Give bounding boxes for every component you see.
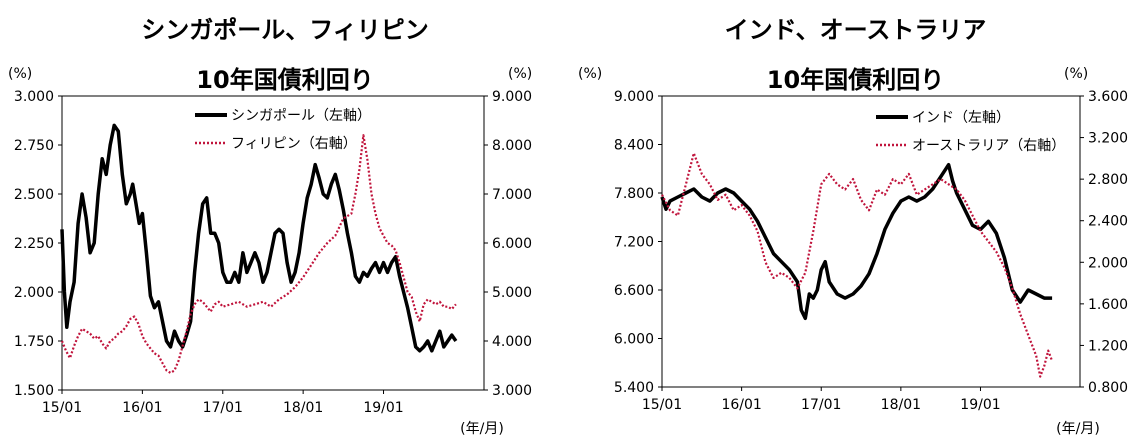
y-right-tick-label: 6.000 xyxy=(492,236,532,252)
x-tick-label: 15/01 xyxy=(42,400,82,416)
y-left-tick-label: 7.200 xyxy=(614,235,654,251)
series-line-left-axis xyxy=(60,123,458,353)
y-right-tick-label: 9.000 xyxy=(492,89,532,105)
y-right-tick-label: 2.400 xyxy=(1088,214,1128,230)
series-line-left-axis xyxy=(660,162,1053,321)
legend-label: オーストラリア（右軸） xyxy=(912,138,1065,154)
series-line-right-axis xyxy=(661,152,1054,378)
legend-label: インド（左軸） xyxy=(912,110,1010,126)
y-left-tick-label: 1.500 xyxy=(14,383,54,399)
x-tick-label: 17/01 xyxy=(801,397,841,413)
chart-title-line2: 10年国債利回り xyxy=(766,66,945,94)
y-left-tick-label: 6.000 xyxy=(614,332,654,348)
x-tick-label: 15/01 xyxy=(642,397,682,413)
y-right-tick-label: 3.000 xyxy=(492,383,532,399)
y-right-tick-label: 3.200 xyxy=(1088,131,1128,147)
chart-plot-svg: 1.500 1.750 2.000 2.250 2.500 2.750 3.000 3.000… xyxy=(8,66,532,437)
y-left-tick-label: 2.500 xyxy=(14,187,54,203)
x-tick-label: 17/01 xyxy=(203,400,243,416)
y-right-tick-label: 5.000 xyxy=(492,285,532,301)
x-unit: (年/月) xyxy=(460,421,504,437)
x-tick-label: 19/01 xyxy=(363,400,403,416)
y-left-tick-label: 2.000 xyxy=(14,285,54,301)
chart-title-line2: 10年国債利回り xyxy=(196,66,374,94)
y-right-tick-label: 1.200 xyxy=(1088,338,1128,354)
chart-title-line1: インド、オーストラリア xyxy=(724,16,987,44)
chart-singapore-philippines: シンガポール、フィリピン 10年国債利回り 1.500 1.750 2.000 2.2… xyxy=(0,0,570,444)
y-right-tick-label: 4.000 xyxy=(492,334,532,350)
y-left-unit: (%) xyxy=(578,66,602,82)
chart-title-line1: シンガポール、フィリピン xyxy=(141,16,429,44)
y-left-tick-label: 2.750 xyxy=(14,138,54,154)
y-left-tick-label: 5.400 xyxy=(614,380,654,396)
y-right-tick-label: 8.000 xyxy=(492,138,532,154)
legend-label: シンガポール（左軸） xyxy=(231,108,371,124)
series-line-right-axis xyxy=(60,134,457,374)
y-right-tick-label: 7.000 xyxy=(492,187,532,203)
x-tick-label: 18/01 xyxy=(881,397,921,413)
x-tick-label: 16/01 xyxy=(122,400,162,416)
x-tick-label: 16/01 xyxy=(721,397,761,413)
legend-label: フィリピン（右軸） xyxy=(231,136,357,152)
y-right-unit: (%) xyxy=(1064,66,1088,82)
x-tick-label: 18/01 xyxy=(283,400,323,416)
y-left-tick-label: 2.250 xyxy=(14,236,54,252)
y-left-tick-label: 3.000 xyxy=(14,89,54,105)
y-left-tick-label: 9.000 xyxy=(614,89,654,105)
y-right-tick-label: 0.800 xyxy=(1088,380,1128,396)
y-right-tick-label: 2.800 xyxy=(1088,172,1128,188)
plot-area xyxy=(661,95,1081,388)
chart-india-australia: インド、オーストラリア 10年国債利回り 5.400 6.000 6.600 7.20… xyxy=(570,0,1141,444)
y-right-tick-label: 2.000 xyxy=(1088,255,1128,271)
chart-plot-svg: 5.400 6.000 6.600 7.200 7.800 8.400 9.000 0.800… xyxy=(578,66,1128,437)
y-left-tick-label: 6.600 xyxy=(614,283,654,299)
y-left-tick-label: 7.800 xyxy=(614,186,654,202)
y-left-tick-label: 1.750 xyxy=(14,334,54,350)
y-right-tick-label: 1.600 xyxy=(1088,297,1128,313)
y-left-tick-label: 8.400 xyxy=(614,138,654,154)
x-unit: (年/月) xyxy=(1056,421,1100,437)
y-right-unit: (%) xyxy=(508,66,532,82)
y-left-unit: (%) xyxy=(8,66,32,82)
x-tick-label: 19/01 xyxy=(960,397,1000,413)
y-right-tick-label: 3.600 xyxy=(1088,89,1128,105)
